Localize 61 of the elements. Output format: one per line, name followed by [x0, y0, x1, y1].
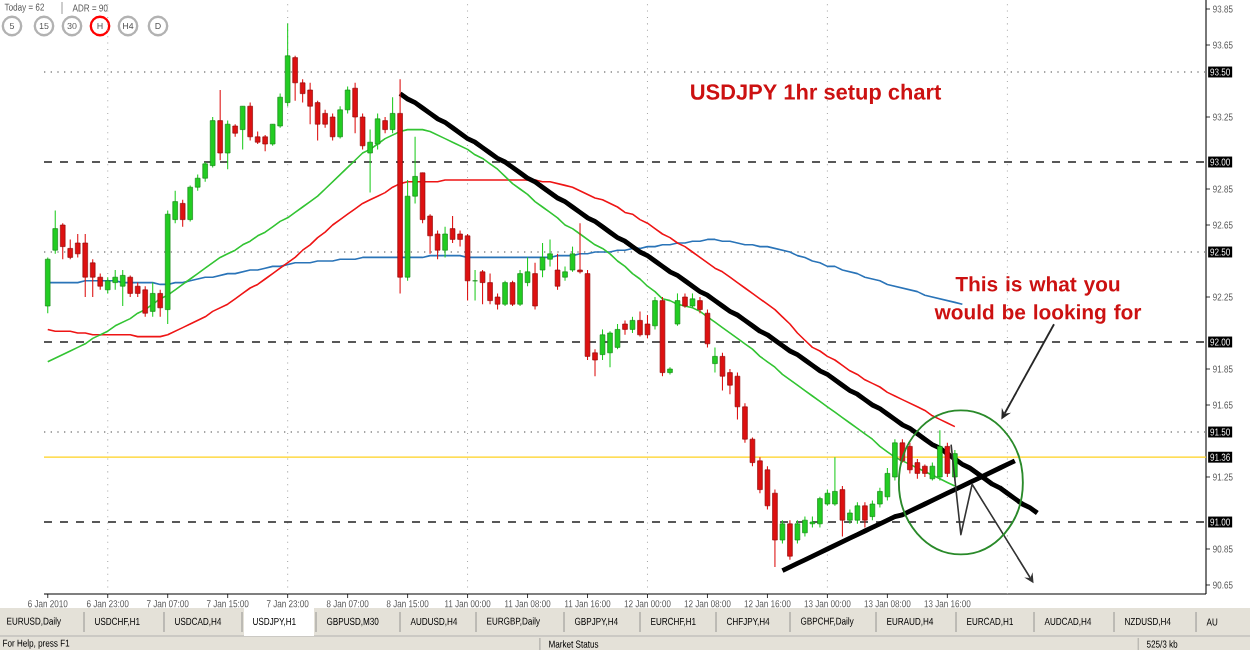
candlestick — [67, 238, 73, 260]
candlestick — [292, 55, 298, 102]
candlestick — [532, 262, 538, 311]
candlestick — [442, 226, 448, 258]
candlestick — [652, 296, 658, 330]
candlestick — [622, 319, 628, 336]
candlestick — [389, 96, 396, 134]
candlestick — [112, 269, 118, 291]
candlestick — [869, 499, 876, 521]
candlestick — [704, 309, 711, 348]
candlestick — [832, 456, 838, 507]
candlestick — [487, 273, 493, 305]
candlestick — [479, 269, 486, 305]
candlestick — [187, 184, 193, 222]
candlestick — [802, 516, 808, 537]
candlestick — [307, 82, 313, 125]
candlestick — [719, 352, 726, 392]
candlestick — [944, 442, 951, 478]
candlestick — [119, 269, 126, 307]
candlestick — [60, 222, 66, 260]
candlestick — [374, 112, 381, 150]
candlestick — [854, 501, 861, 525]
candlestick — [329, 112, 336, 141]
candlestick — [179, 199, 186, 228]
candlestick — [247, 102, 253, 141]
candlestick — [794, 519, 801, 545]
candlestick — [839, 485, 846, 537]
candlestick — [607, 330, 613, 368]
candlestick — [239, 105, 246, 150]
candlestick — [45, 256, 51, 314]
candlestick — [569, 246, 576, 273]
candlestick — [539, 242, 546, 278]
candlestick — [149, 282, 156, 318]
candlestick — [464, 233, 471, 302]
candlestick — [547, 238, 553, 267]
candlestick — [217, 89, 223, 161]
candlestick — [127, 274, 133, 298]
candlestick — [599, 328, 606, 361]
candlestick — [449, 215, 456, 244]
candlestick — [817, 496, 823, 528]
candlestick — [674, 292, 681, 327]
candlestick — [637, 310, 643, 338]
candlestick — [517, 269, 523, 307]
candlestick — [502, 280, 508, 307]
text: USDJPY 1hr setup chart — [691, 83, 942, 105]
candlestick — [82, 233, 88, 298]
candlestick — [554, 253, 561, 291]
candlestick — [862, 501, 868, 528]
candlestick — [322, 109, 328, 129]
candlestick — [787, 519, 793, 561]
candlestick — [142, 285, 148, 318]
candlestick — [712, 346, 718, 374]
candlestick — [157, 289, 163, 318]
candlestick — [224, 120, 231, 170]
candlestick — [644, 314, 651, 339]
candlestick — [907, 442, 913, 474]
candlestick — [937, 429, 943, 482]
candlestick — [779, 519, 786, 545]
candlestick — [52, 210, 58, 255]
annotation: This is what you would be looking for — [934, 276, 1142, 324]
candlestick — [509, 280, 516, 307]
